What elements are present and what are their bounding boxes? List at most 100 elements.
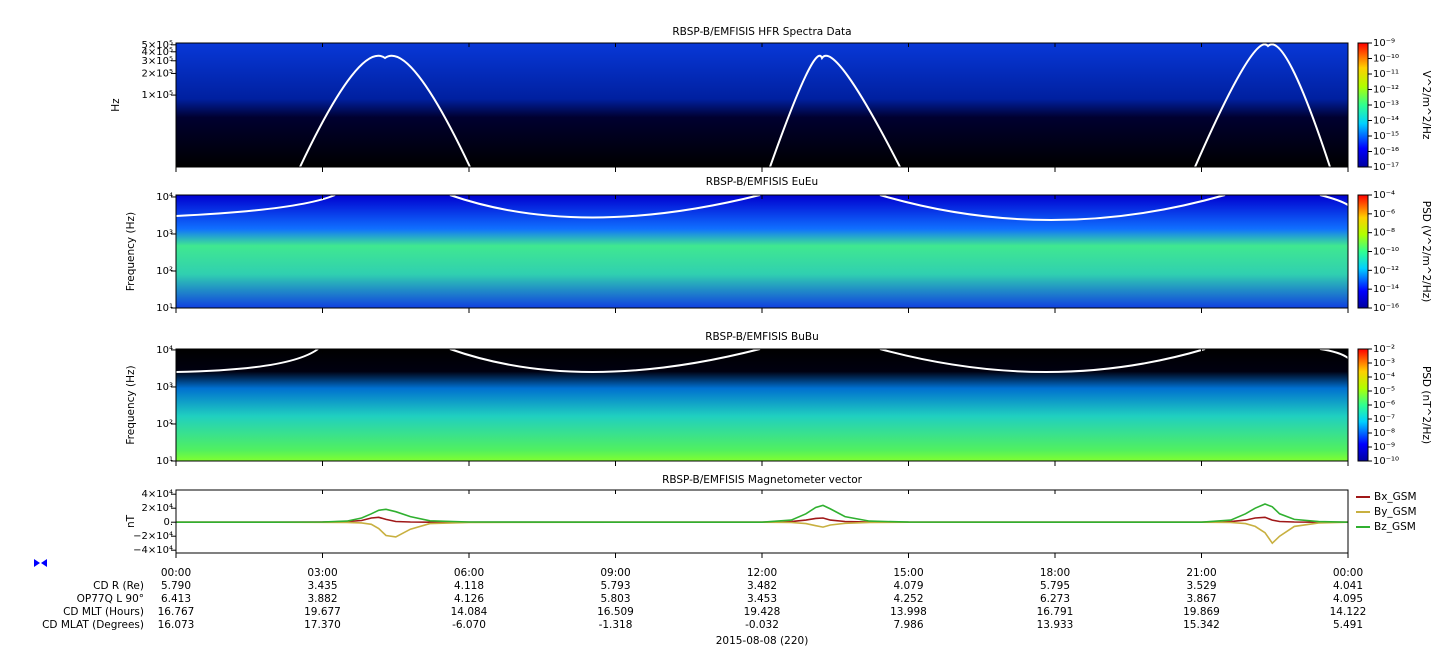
colorbar-tick-label: 10⁻⁷ <box>1373 414 1395 425</box>
row-value: 4.079 <box>893 580 923 592</box>
x-tick-label: 21:00 <box>1186 567 1216 579</box>
row-value: 6.413 <box>161 593 191 605</box>
x-tick-label: 09:00 <box>600 567 630 579</box>
row-value: 3.529 <box>1186 580 1216 592</box>
y-tick-label: 2×10⁵ <box>142 68 173 79</box>
row-value: 14.122 <box>1330 606 1367 618</box>
colorbar-tick-label: 10⁻² <box>1373 344 1395 355</box>
row-value: 13.933 <box>1037 619 1074 631</box>
row-value: 19.677 <box>304 606 341 618</box>
x-tick-label: 03:00 <box>307 567 337 579</box>
colorbar <box>1357 348 1369 462</box>
y-tick-label: 3×10⁵ <box>142 56 173 67</box>
y-tick-label: 5×10⁵ <box>142 40 173 51</box>
decor-curves <box>175 43 1349 373</box>
colorbar-tick-label: 10⁻¹² <box>1373 265 1399 276</box>
y-tick-label: 2×10⁴ <box>142 503 173 514</box>
y-tick-label: 10⁴ <box>156 192 173 203</box>
row-value: 4.126 <box>454 593 484 605</box>
row-value: 4.095 <box>1333 593 1363 605</box>
colorbar-label: PSD (nT^2/Hz) <box>1420 366 1432 444</box>
colorbar-tick-label: 10⁻¹⁰ <box>1373 247 1399 258</box>
data-line <box>176 521 1349 545</box>
panel-title: RBSP-B/EMFISIS Magnetometer vector <box>662 474 863 486</box>
colorbar-tick-label: 10⁻¹³ <box>1373 100 1399 111</box>
row-value: 6.273 <box>1040 593 1070 605</box>
panel-title: RBSP-B/EMFISIS HFR Spectra Data <box>672 26 851 38</box>
row-value: -0.032 <box>745 619 779 631</box>
y-tick-label: 4×10⁴ <box>142 489 173 500</box>
y-tick-label: 10² <box>156 419 173 430</box>
row-value: 5.795 <box>1040 580 1070 592</box>
data-line <box>176 503 1349 523</box>
colorbar-tick-label: 10⁻¹⁰ <box>1373 456 1399 467</box>
colorbar-tick-label: 10⁻⁸ <box>1373 428 1395 439</box>
row-value: 16.509 <box>597 606 634 618</box>
colorbar <box>1357 42 1369 168</box>
y-tick-label: 10³ <box>156 229 173 240</box>
row-value: 16.791 <box>1037 606 1074 618</box>
row-label: CD MLAT (Degrees) <box>42 619 144 631</box>
y-axis-label: Frequency (Hz) <box>125 212 137 291</box>
colorbar-tick-label: 10⁻¹⁵ <box>1373 131 1399 142</box>
colorbar-tick-label: 10⁻¹⁶ <box>1373 303 1399 314</box>
panel-title: RBSP-B/EMFISIS BuBu <box>705 331 819 343</box>
colorbar-tick-label: 10⁻³ <box>1373 358 1395 369</box>
row-value: 3.882 <box>307 593 337 605</box>
legend-label: Bz_GSM <box>1374 521 1416 533</box>
row-value: 16.767 <box>158 606 195 618</box>
legend-label: By_GSM <box>1374 506 1417 518</box>
colorbar-tick-label: 10⁻⁴ <box>1373 372 1395 383</box>
row-value: 13.998 <box>890 606 927 618</box>
colorbar-tick-label: 10⁻¹⁷ <box>1373 162 1399 173</box>
row-value: -1.318 <box>599 619 633 631</box>
colorbar-tick-label: 10⁻¹¹ <box>1373 69 1399 80</box>
panel-title: RBSP-B/EMFISIS EuEu <box>706 176 818 188</box>
x-tick-label: 15:00 <box>893 567 923 579</box>
y-axis-label: nT <box>125 514 137 528</box>
y-axis-label: Hz <box>110 98 122 112</box>
x-tick-label: 00:00 <box>1333 567 1363 579</box>
y-tick-label: 10¹ <box>156 303 173 314</box>
spectrogram <box>176 195 1348 308</box>
x-tick-label: 00:00 <box>161 567 191 579</box>
colorbar-tick-label: 10⁻⁹ <box>1373 38 1395 49</box>
x-axis-label: 2015-08-08 (220) <box>716 635 809 647</box>
y-tick-label: 1×10⁵ <box>142 90 173 101</box>
colorbar-tick-label: 10⁻¹⁶ <box>1373 147 1399 158</box>
colorbar-tick-label: 10⁻¹⁴ <box>1373 284 1399 295</box>
row-label: OP77Q L 90° <box>77 593 144 605</box>
colorbar <box>1357 194 1369 309</box>
colorbar-tick-label: 10⁻⁸ <box>1373 228 1395 239</box>
colorbar-tick-label: 10⁻⁵ <box>1373 386 1395 397</box>
row-value: 16.073 <box>158 619 195 631</box>
y-axis-label: Frequency (Hz) <box>125 365 137 444</box>
row-value: 17.370 <box>304 619 341 631</box>
y-tick-label: −4×10⁴ <box>133 545 173 556</box>
row-label: CD R (Re) <box>93 580 144 592</box>
y-tick-label: 10⁴ <box>156 345 173 356</box>
row-value: 7.986 <box>893 619 923 631</box>
y-tick-label: −2×10⁴ <box>133 531 173 542</box>
y-tick-label: 10¹ <box>156 456 173 467</box>
spectrogram <box>176 43 1348 167</box>
row-value: 4.041 <box>1333 580 1363 592</box>
colorbar-tick-label: 10⁻⁶ <box>1373 400 1395 411</box>
row-value: 15.342 <box>1183 619 1220 631</box>
colorbar-tick-label: 10⁻¹⁴ <box>1373 116 1399 127</box>
y-tick-label: 4×10⁵ <box>142 47 173 58</box>
x-tick-label: 06:00 <box>454 567 484 579</box>
row-value: 3.482 <box>747 580 777 592</box>
row-value: -6.070 <box>452 619 486 631</box>
y-tick-label: 10² <box>156 266 173 277</box>
row-value: 3.453 <box>747 593 777 605</box>
row-value: 5.803 <box>600 593 630 605</box>
zoom-icon[interactable] <box>34 559 47 567</box>
y-tick-label: 0. <box>163 517 173 528</box>
row-value: 4.118 <box>454 580 484 592</box>
colorbar-tick-label: 10⁻¹² <box>1373 85 1399 96</box>
row-value: 3.435 <box>307 580 337 592</box>
row-value: 5.790 <box>161 580 191 592</box>
spectrogram <box>176 349 1348 461</box>
